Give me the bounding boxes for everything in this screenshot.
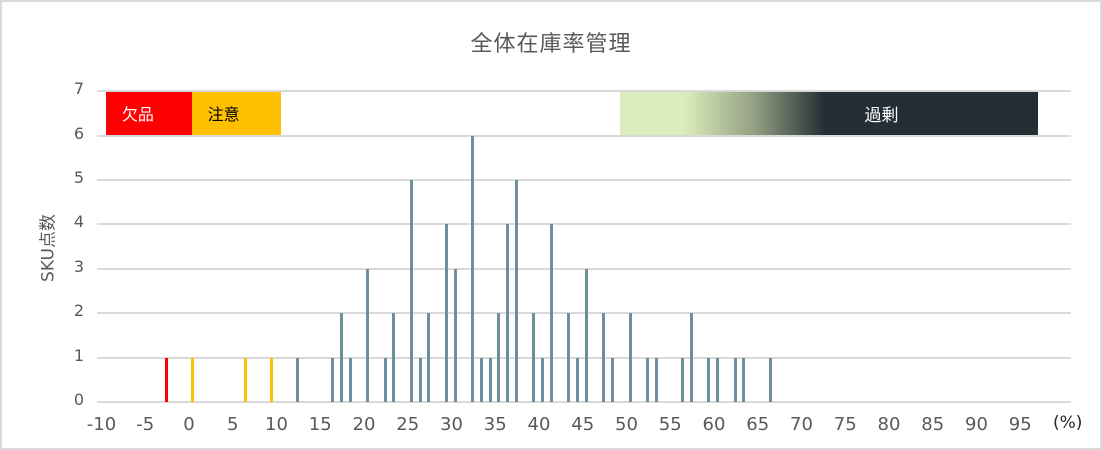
y-tick-label: 3	[73, 256, 84, 276]
data-bar	[549, 224, 553, 402]
gridline	[97, 401, 1071, 403]
zone-band: 欠品	[105, 92, 192, 135]
data-bar	[339, 313, 343, 402]
data-bar	[444, 224, 448, 402]
x-tick-label: 25	[396, 414, 420, 435]
gridline	[97, 267, 1071, 270]
chart-title: 全体在庫率管理	[470, 32, 632, 57]
x-tick-label: 0	[183, 414, 195, 435]
x-tick-label: 95	[1008, 414, 1032, 435]
x-tick-label: 50	[615, 414, 638, 435]
y-tick-label: 5	[73, 168, 84, 187]
x-tick-label: 65	[746, 414, 770, 435]
data-bar	[742, 357, 746, 402]
x-tick-label: 45	[571, 414, 595, 435]
data-bar	[628, 313, 632, 402]
x-tick-label: 40	[527, 414, 551, 435]
x-tick-label: 80	[877, 414, 901, 435]
y-tick-label: 4	[73, 212, 84, 232]
x-tick-label: 15	[308, 414, 332, 435]
data-bar	[191, 357, 194, 402]
zone-band-label: 過剰	[864, 105, 899, 126]
data-bar	[689, 313, 693, 402]
zone-band: 注意	[191, 92, 281, 135]
data-bar	[427, 313, 431, 402]
data-bar	[366, 268, 369, 402]
data-bar	[383, 357, 387, 402]
x-tick-label: 10	[265, 414, 288, 435]
x-tick-label: 90	[965, 414, 988, 435]
gridline	[97, 134, 1071, 137]
y-tick-label: 6	[73, 123, 84, 143]
data-bar	[532, 313, 536, 402]
data-bar	[243, 357, 247, 402]
data-bar	[331, 357, 334, 402]
gridline	[97, 312, 1071, 315]
data-bar	[707, 357, 711, 402]
data-bar	[584, 268, 588, 402]
data-bar	[768, 357, 772, 402]
data-bar	[348, 357, 352, 402]
x-tick-label: 5	[227, 414, 239, 435]
x-tick-label: 85	[921, 414, 945, 435]
x-tick-label: 35	[483, 414, 507, 435]
x-axis-unit-label: (%)	[1053, 413, 1083, 433]
data-bar	[681, 357, 684, 402]
x-tick-label: 75	[833, 414, 857, 435]
data-bar	[269, 357, 273, 402]
data-bar	[716, 357, 719, 402]
data-bar	[296, 357, 299, 402]
data-bar	[453, 268, 457, 402]
data-bar	[164, 357, 168, 402]
data-bar	[654, 357, 658, 402]
gridline	[97, 90, 1071, 93]
gridline	[97, 179, 1071, 181]
x-tick-label: 60	[702, 414, 726, 435]
data-bar	[471, 135, 474, 402]
data-bar	[488, 357, 492, 402]
data-bar	[497, 313, 501, 402]
zone-band-label: 注意	[207, 105, 240, 125]
data-bar	[479, 357, 483, 402]
data-bar	[646, 357, 649, 402]
data-bar	[418, 357, 422, 402]
zone-band-label: 欠品	[121, 105, 154, 125]
y-tick-label: 7	[73, 79, 84, 99]
x-tick-label: 30	[440, 414, 463, 435]
x-tick-label: 20	[352, 414, 376, 435]
data-bar	[409, 180, 413, 402]
zone-band: 過剰	[620, 92, 1038, 135]
x-tick-label: 70	[790, 414, 813, 435]
x-tick-label: 55	[658, 414, 682, 435]
data-bar	[541, 357, 544, 402]
x-tick-label: -10	[86, 414, 117, 435]
gridline	[97, 223, 1071, 226]
data-bar	[602, 313, 606, 402]
y-tick-label: 1	[73, 345, 84, 365]
y-tick-label: 2	[73, 301, 84, 321]
data-bar	[567, 313, 571, 402]
data-bar	[506, 224, 509, 402]
y-tick-label: 0	[73, 390, 84, 409]
data-bar	[576, 357, 579, 402]
data-bar	[514, 180, 518, 402]
data-bar	[392, 313, 396, 402]
x-tick-label: -5	[136, 414, 155, 435]
data-bar	[733, 357, 737, 402]
gridline	[97, 356, 1071, 359]
data-bar	[611, 357, 614, 402]
